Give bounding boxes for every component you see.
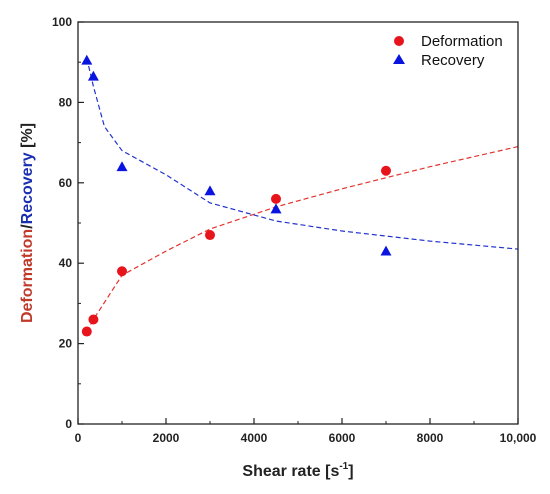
- fit-lines: [86, 58, 519, 332]
- y-axis-ticks: 0 20 40 60 80 100: [52, 15, 84, 431]
- x-axis-label-end: ]: [348, 463, 353, 480]
- data-point-deformation: [88, 314, 99, 325]
- x-tick-label: 8000: [417, 431, 444, 445]
- y-axis-label-slash: /: [19, 224, 36, 229]
- y-tick-label: 40: [59, 256, 73, 270]
- data-point-recovery: [204, 185, 216, 196]
- data-points: [81, 54, 392, 337]
- legend-marker-recovery: [393, 54, 405, 64]
- x-axis-label: Shear rate [s-1]: [242, 461, 353, 480]
- legend-marker-deformation: [394, 36, 404, 46]
- data-point-deformation: [381, 165, 391, 176]
- x-tick-label: 10,000: [500, 431, 537, 445]
- fit-line-recovery: [86, 58, 519, 250]
- data-point-deformation: [205, 230, 215, 241]
- legend: Deformation Recovery: [393, 33, 503, 69]
- legend-label-recovery: Recovery: [421, 52, 485, 69]
- data-point-recovery: [81, 54, 93, 65]
- x-tick-label: 6000: [329, 431, 356, 445]
- x-axis-label-main: Shear rate [s: [242, 463, 339, 480]
- data-point-recovery: [270, 203, 282, 214]
- fit-line-deformation: [86, 146, 519, 332]
- x-axis-ticks: 0 2000 4000 6000 8000 10,000: [75, 418, 537, 445]
- x-tick-label: 4000: [241, 431, 268, 445]
- y-tick-label: 100: [52, 15, 72, 29]
- data-point-recovery: [380, 245, 392, 256]
- y-tick-label: 20: [59, 337, 73, 351]
- y-axis-label-unit: [%]: [19, 123, 36, 152]
- y-tick-label: 60: [59, 176, 73, 190]
- y-axis-label: Deformation/Recovery [%]: [19, 123, 36, 323]
- y-axis-label-deformation: Deformation: [19, 229, 36, 323]
- data-point-deformation: [81, 326, 92, 337]
- legend-label-deformation: Deformation: [421, 33, 503, 50]
- x-axis-label-superscript: -1: [339, 461, 348, 472]
- y-tick-label: 0: [65, 417, 72, 431]
- y-tick-label: 80: [59, 95, 73, 109]
- x-tick-label: 0: [75, 431, 82, 445]
- data-point-recovery: [116, 161, 128, 172]
- x-tick-label: 2000: [153, 431, 180, 445]
- data-point-deformation: [117, 266, 127, 277]
- y-axis-label-recovery: Recovery: [19, 152, 36, 224]
- data-point-deformation: [271, 193, 281, 204]
- data-point-recovery: [87, 70, 99, 81]
